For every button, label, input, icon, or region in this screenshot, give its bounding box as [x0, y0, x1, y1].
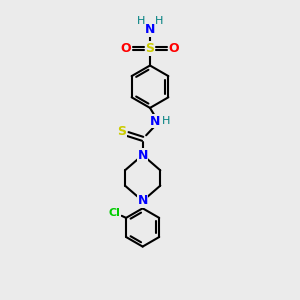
Text: N: N	[137, 148, 148, 161]
Text: N: N	[150, 115, 160, 128]
Text: H: H	[136, 16, 145, 26]
Text: S: S	[146, 42, 154, 55]
Text: N: N	[137, 194, 148, 207]
Text: H: H	[155, 16, 164, 26]
Text: Cl: Cl	[108, 208, 120, 218]
Text: O: O	[121, 42, 131, 55]
Text: N: N	[145, 23, 155, 36]
Text: O: O	[169, 42, 179, 55]
Text: H: H	[162, 116, 171, 126]
Text: S: S	[117, 125, 126, 138]
